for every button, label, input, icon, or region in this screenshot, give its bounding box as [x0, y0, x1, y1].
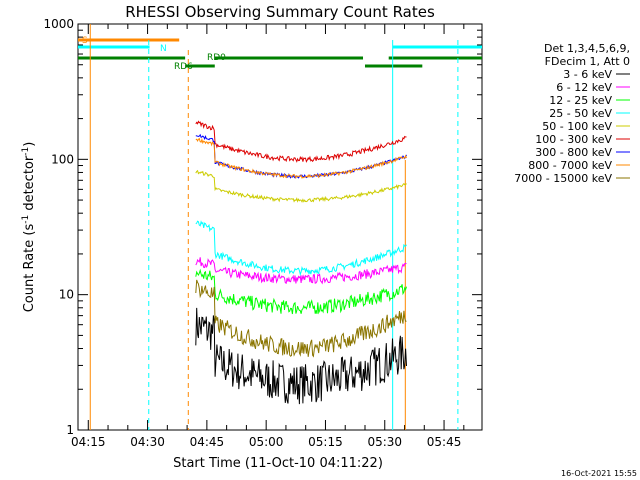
legend-entry-label: 300 - 800 keV — [535, 146, 612, 159]
legend-entry-label: 6 - 12 keV — [556, 81, 612, 94]
y-tick-label: 10 — [59, 288, 74, 302]
series-line — [195, 268, 407, 315]
x-tick-label: 05:15 — [308, 435, 343, 449]
legend-entry-label: 50 - 100 keV — [542, 120, 612, 133]
y-tick-label: 100 — [51, 152, 74, 166]
legend-header: Det 1,3,4,5,6,9, — [544, 42, 630, 55]
flag-rd6-label: RD6 — [174, 62, 193, 72]
plot-frame — [77, 23, 483, 431]
series-line — [195, 307, 407, 405]
legend-entry-label: 100 - 300 keV — [535, 133, 612, 146]
x-tick-label: 05:00 — [249, 435, 284, 449]
legend-entry-label: 7000 - 15000 keV — [514, 172, 612, 185]
series-line — [195, 169, 407, 203]
y-axis-label-mid: detector — [22, 155, 37, 215]
y-axis-label: Count Rate (s-1 detector-1) — [21, 142, 37, 313]
x-tick-label: 05:45 — [427, 435, 462, 449]
series-line — [195, 120, 407, 163]
flag-n-label: N — [160, 44, 167, 54]
legend: Det 1,3,4,5,6,9,FDecim 1, Att 03 - 6 keV… — [514, 42, 630, 185]
flag-rd0-gap — [363, 55, 389, 61]
y-axis-label-sup1: -1 — [21, 215, 31, 224]
legend-entry-label: 800 - 7000 keV — [528, 159, 612, 172]
timestamp: 16-Oct-2021 15:55 — [561, 469, 637, 478]
flag-lines: S N RD0 RD6 — [78, 24, 482, 430]
x-tick-label: 04:30 — [130, 435, 165, 449]
series-line — [195, 220, 407, 277]
flag-rd0-label: RD0 — [207, 53, 226, 63]
series-line — [195, 257, 407, 285]
legend-entry-label: 12 - 25 keV — [549, 94, 612, 107]
y-axis-label-text: Count Rate (s — [22, 224, 37, 313]
series-layer — [195, 120, 407, 405]
x-tick-label: 05:30 — [367, 435, 402, 449]
legend-entry-label: 3 - 6 keV — [563, 68, 612, 81]
y-tick-label: 1 — [66, 423, 74, 437]
legend-entry-label: 25 - 50 keV — [549, 107, 612, 120]
y-axis-ticks: 1 10 100 1000 — [43, 17, 482, 437]
series-line — [195, 279, 407, 358]
x-axis-ticks: 04:15 04:30 04:45 05:00 05:15 05:30 05:45 — [71, 24, 465, 449]
y-axis-label-end: ) — [22, 142, 37, 147]
x-axis-label: Start Time (11-Oct-10 04:11:22) — [173, 456, 383, 471]
legend-header: FDecim 1, Att 0 — [545, 55, 630, 68]
flag-rd0-gap — [185, 55, 215, 61]
svg-text:Count Rate (s-1 detector-1): Count Rate (s-1 detector-1) — [21, 142, 37, 313]
y-axis-label-sup2: -1 — [21, 147, 31, 156]
series-line — [195, 137, 407, 179]
x-tick-label: 04:45 — [190, 435, 225, 449]
series-line — [195, 133, 407, 179]
chart-title: RHESSI Observing Summary Count Rates — [125, 3, 435, 21]
y-tick-label: 1000 — [43, 17, 74, 31]
flag-s-label: S — [82, 36, 88, 46]
x-tick-label: 04:15 — [71, 435, 106, 449]
